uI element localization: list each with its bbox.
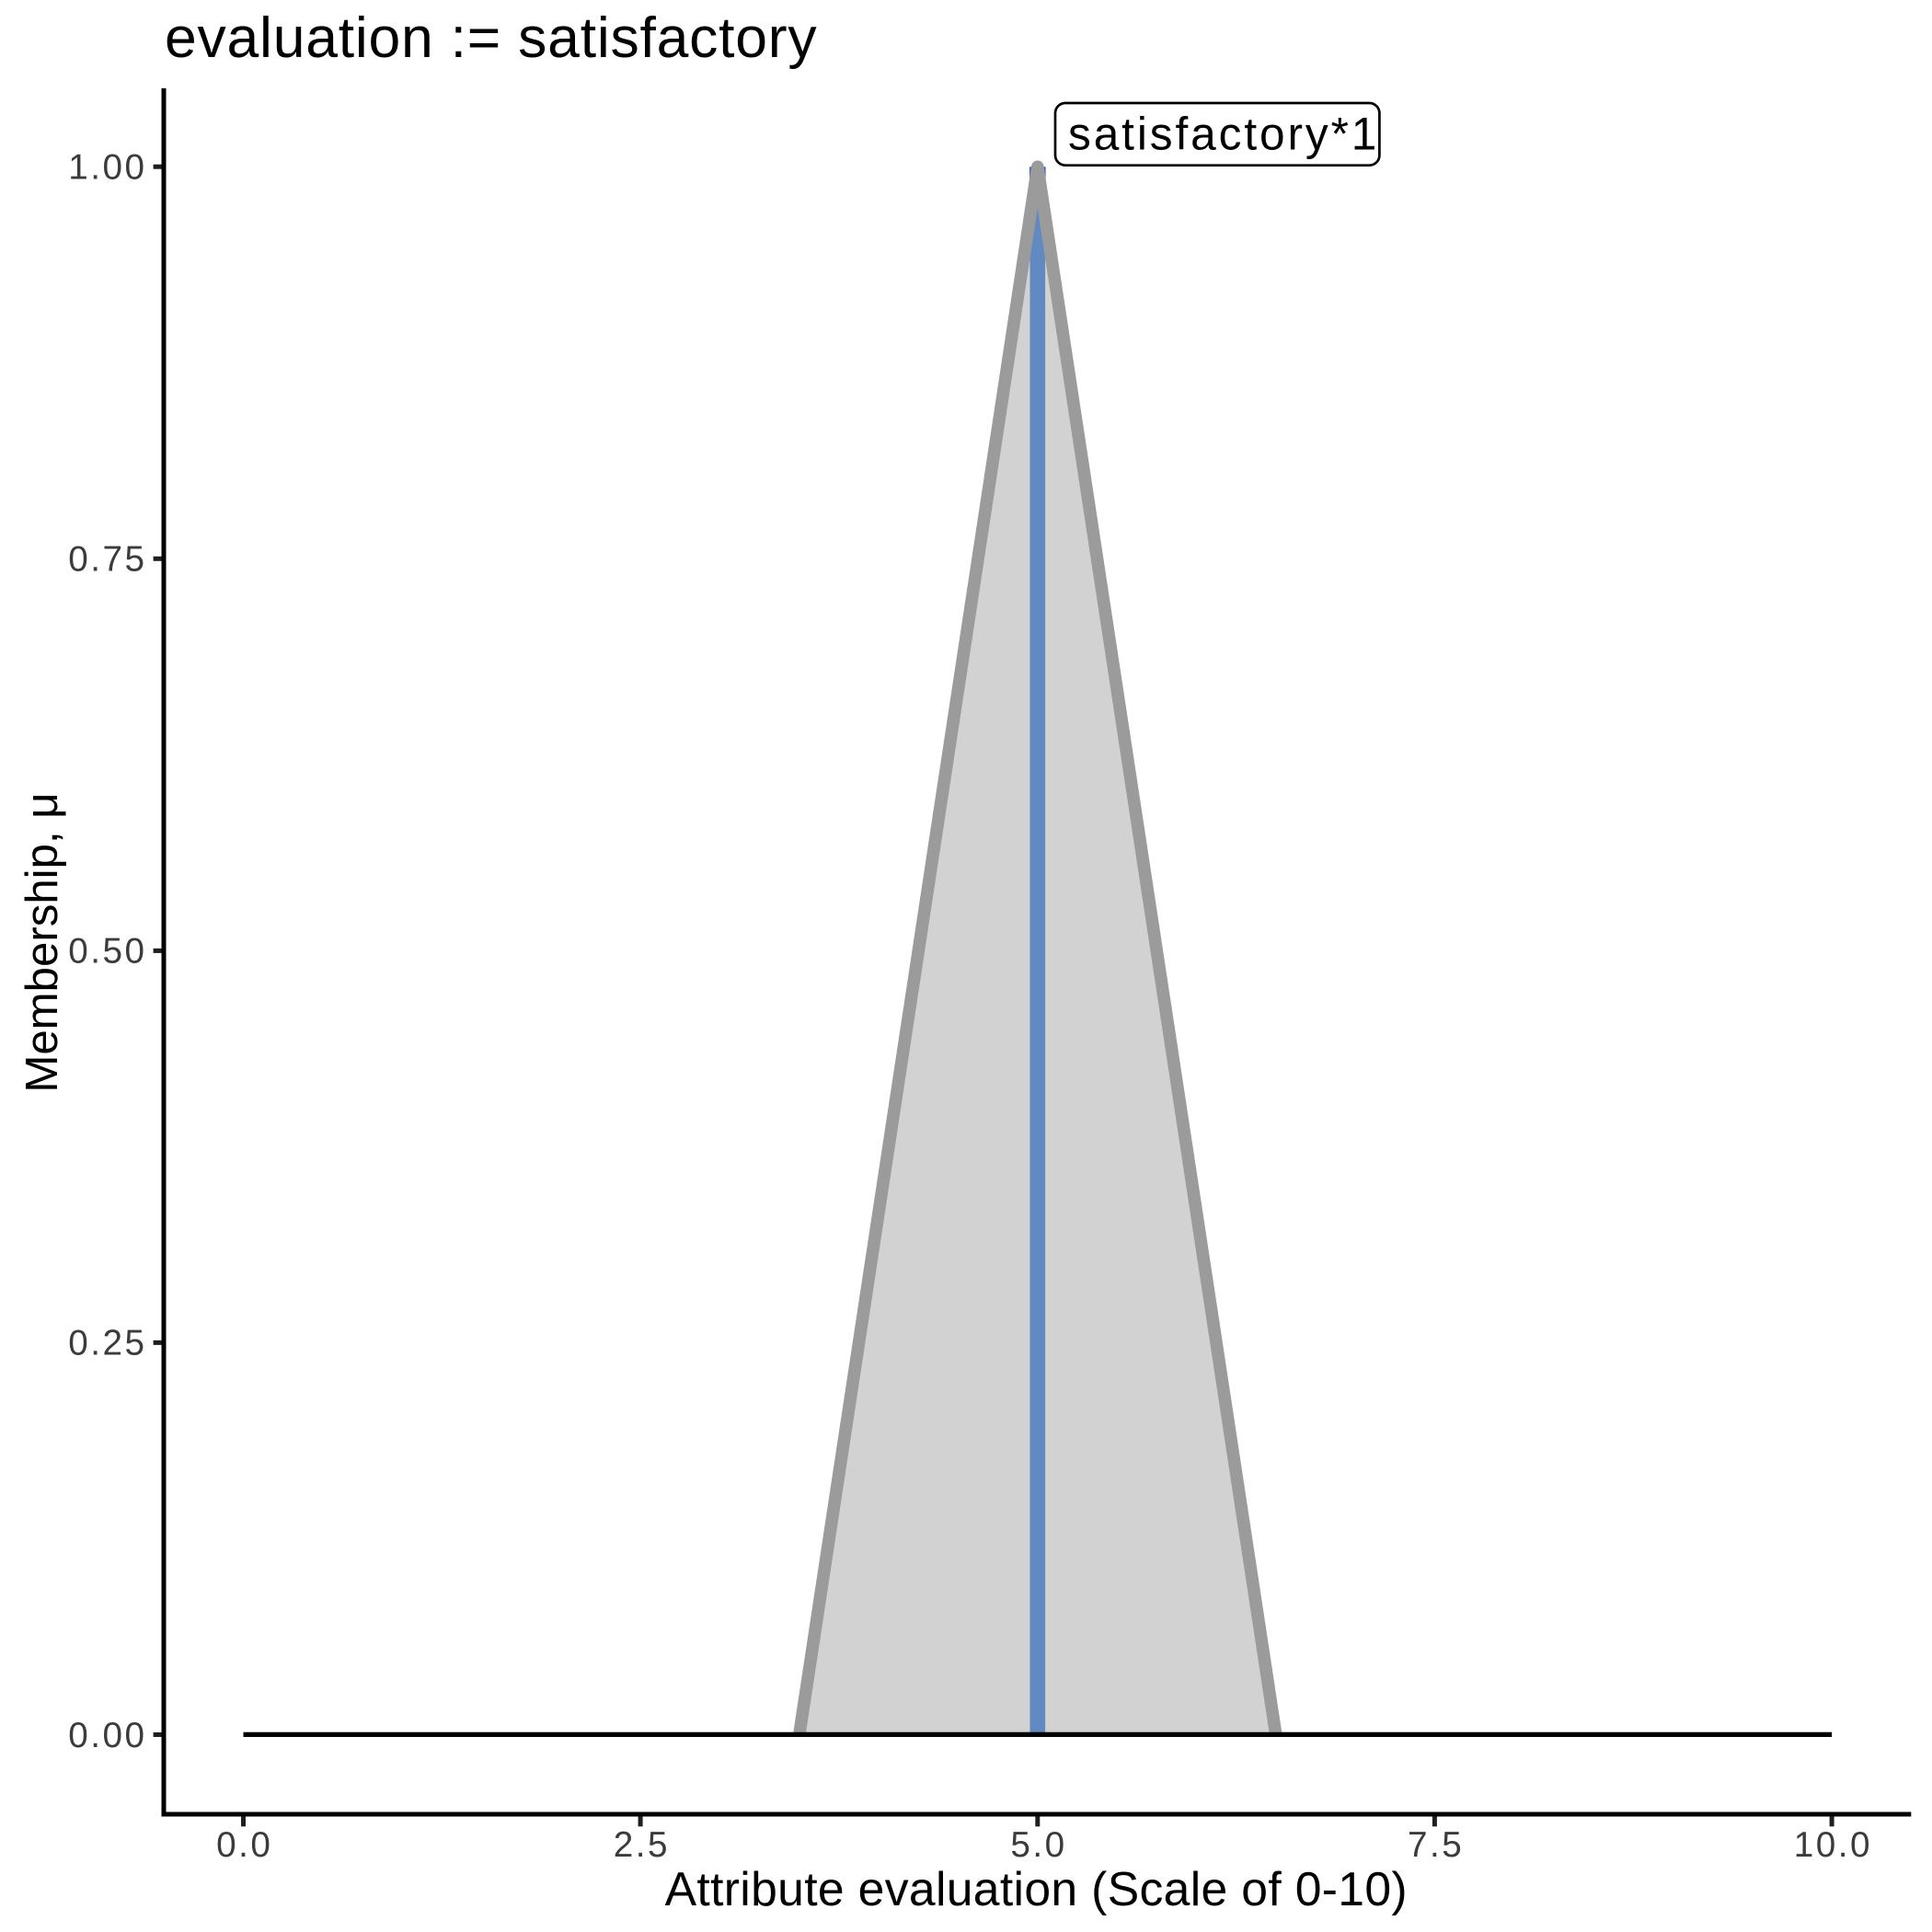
svg-text:satisfactory*1: satisfactory*1 xyxy=(1068,109,1379,160)
svg-text:7.5: 7.5 xyxy=(1408,1825,1464,1865)
svg-text:Membership, μ: Membership, μ xyxy=(17,792,67,1092)
svg-text:evaluation := satisfactory: evaluation := satisfactory xyxy=(165,6,817,70)
svg-text:5.0: 5.0 xyxy=(1010,1825,1066,1865)
svg-text:0.0: 0.0 xyxy=(216,1825,272,1865)
svg-text:10.0: 10.0 xyxy=(1794,1825,1872,1865)
svg-text:Attribute evaluation (Scale of: Attribute evaluation (Scale of 0-10) xyxy=(665,1862,1408,1915)
svg-text:0.75: 0.75 xyxy=(68,540,146,580)
svg-text:0.50: 0.50 xyxy=(68,932,146,972)
svg-text:0.00: 0.00 xyxy=(68,1716,146,1755)
svg-text:2.5: 2.5 xyxy=(614,1825,670,1865)
svg-text:0.25: 0.25 xyxy=(68,1324,146,1363)
svg-text:1.00: 1.00 xyxy=(68,148,146,188)
